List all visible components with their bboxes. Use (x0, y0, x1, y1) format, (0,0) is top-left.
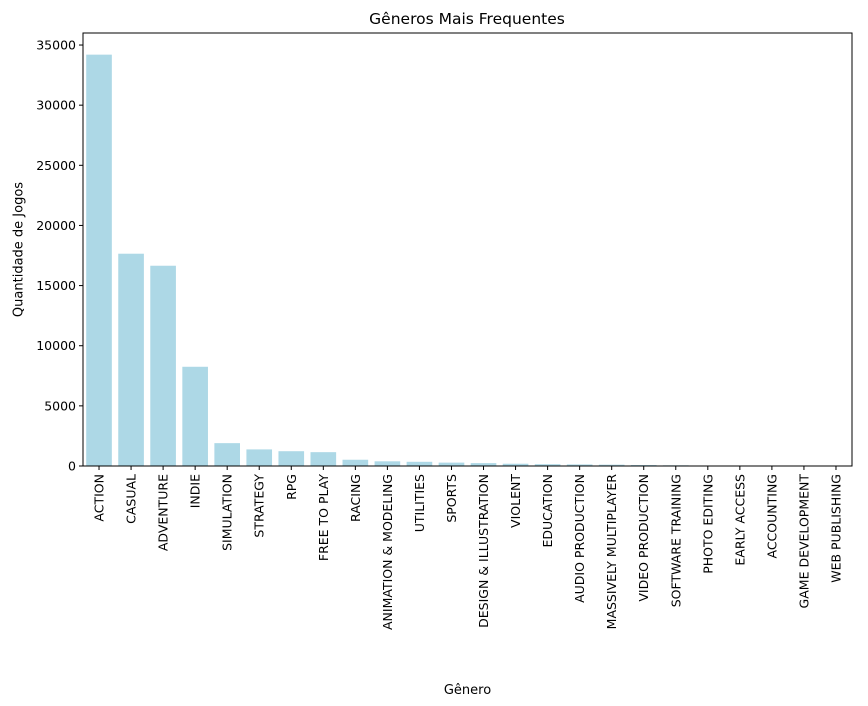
x-tick-label: PHOTO EDITING (700, 474, 715, 574)
x-axis-title: Gênero (444, 683, 491, 698)
x-tick-label: ANIMATION & MODELING (380, 474, 395, 630)
x-tick-label: ACTION (92, 474, 107, 522)
x-tick-label: STRATEGY (252, 474, 267, 538)
x-tick-label: MASSIVELY MULTIPLAYER (604, 474, 619, 630)
x-tick-label: SIMULATION (220, 474, 235, 551)
plot-frame (82, 32, 853, 467)
bar-audio-production (566, 464, 593, 466)
bar-rpg (278, 451, 305, 466)
x-tick-label: ACCOUNTING (764, 474, 779, 559)
x-tick-label: GAME DEVELOPMENT (796, 474, 811, 609)
y-tick-label: 10000 (36, 338, 76, 353)
bar-racing (342, 459, 369, 466)
x-tick-label: FREE TO PLAY (316, 474, 331, 561)
chart-title: Gêneros Mais Frequentes (369, 10, 565, 28)
y-tick-label: 30000 (36, 98, 76, 113)
x-tick-label: CASUAL (124, 474, 139, 524)
bar-animation-modeling (374, 461, 401, 466)
bar-design-illustration (470, 463, 497, 466)
y-tick-label: 5000 (44, 398, 76, 413)
y-tick-label: 25000 (36, 158, 76, 173)
x-axis: ACTION CASUAL ADVENTURE INDIE SIMULATION STRA… (92, 466, 843, 630)
y-tick-label: 20000 (36, 218, 76, 233)
y-axis-title: Quantidade de Jogos (12, 182, 27, 317)
x-tick-label: WEB PUBLISHING (828, 474, 843, 583)
bar-casual (118, 253, 144, 466)
bar-strategy (246, 449, 273, 466)
bar-utilities (406, 461, 433, 466)
bar-indie (182, 366, 208, 466)
x-tick-label: EDUCATION (540, 474, 555, 548)
x-tick-label: RPG (284, 474, 299, 500)
y-axis: 0 5000 10000 15000 20000 25000 30000 35000 (36, 38, 83, 474)
x-tick-label: RACING (348, 474, 363, 522)
bar-education (534, 464, 561, 466)
x-tick-label: SOFTWARE TRAINING (668, 474, 683, 607)
x-tick-label: VIOLENT (508, 474, 523, 528)
bar-action (86, 54, 112, 467)
x-tick-label: INDIE (188, 474, 203, 508)
y-tick-label: 15000 (36, 278, 76, 293)
y-tick-label: 35000 (36, 38, 76, 53)
x-tick-label: UTILITIES (412, 474, 427, 532)
x-tick-label: VIDEO PRODUCTION (636, 474, 651, 602)
bar-violent (502, 463, 529, 466)
bar-sports (438, 462, 465, 466)
x-tick-label: AUDIO PRODUCTION (572, 474, 587, 603)
bar-simulation (214, 443, 241, 466)
x-tick-label: SPORTS (444, 474, 459, 523)
bar-massively-multiplayer (598, 464, 625, 466)
bar-free-to-play (310, 452, 337, 466)
y-tick-label: 0 (68, 459, 76, 474)
x-tick-label: EARLY ACCESS (732, 474, 747, 566)
x-tick-label: ADVENTURE (156, 474, 171, 551)
bar-adventure (150, 265, 176, 466)
x-tick-label: DESIGN & ILLUSTRATION (476, 474, 491, 628)
bars-group (86, 54, 849, 467)
